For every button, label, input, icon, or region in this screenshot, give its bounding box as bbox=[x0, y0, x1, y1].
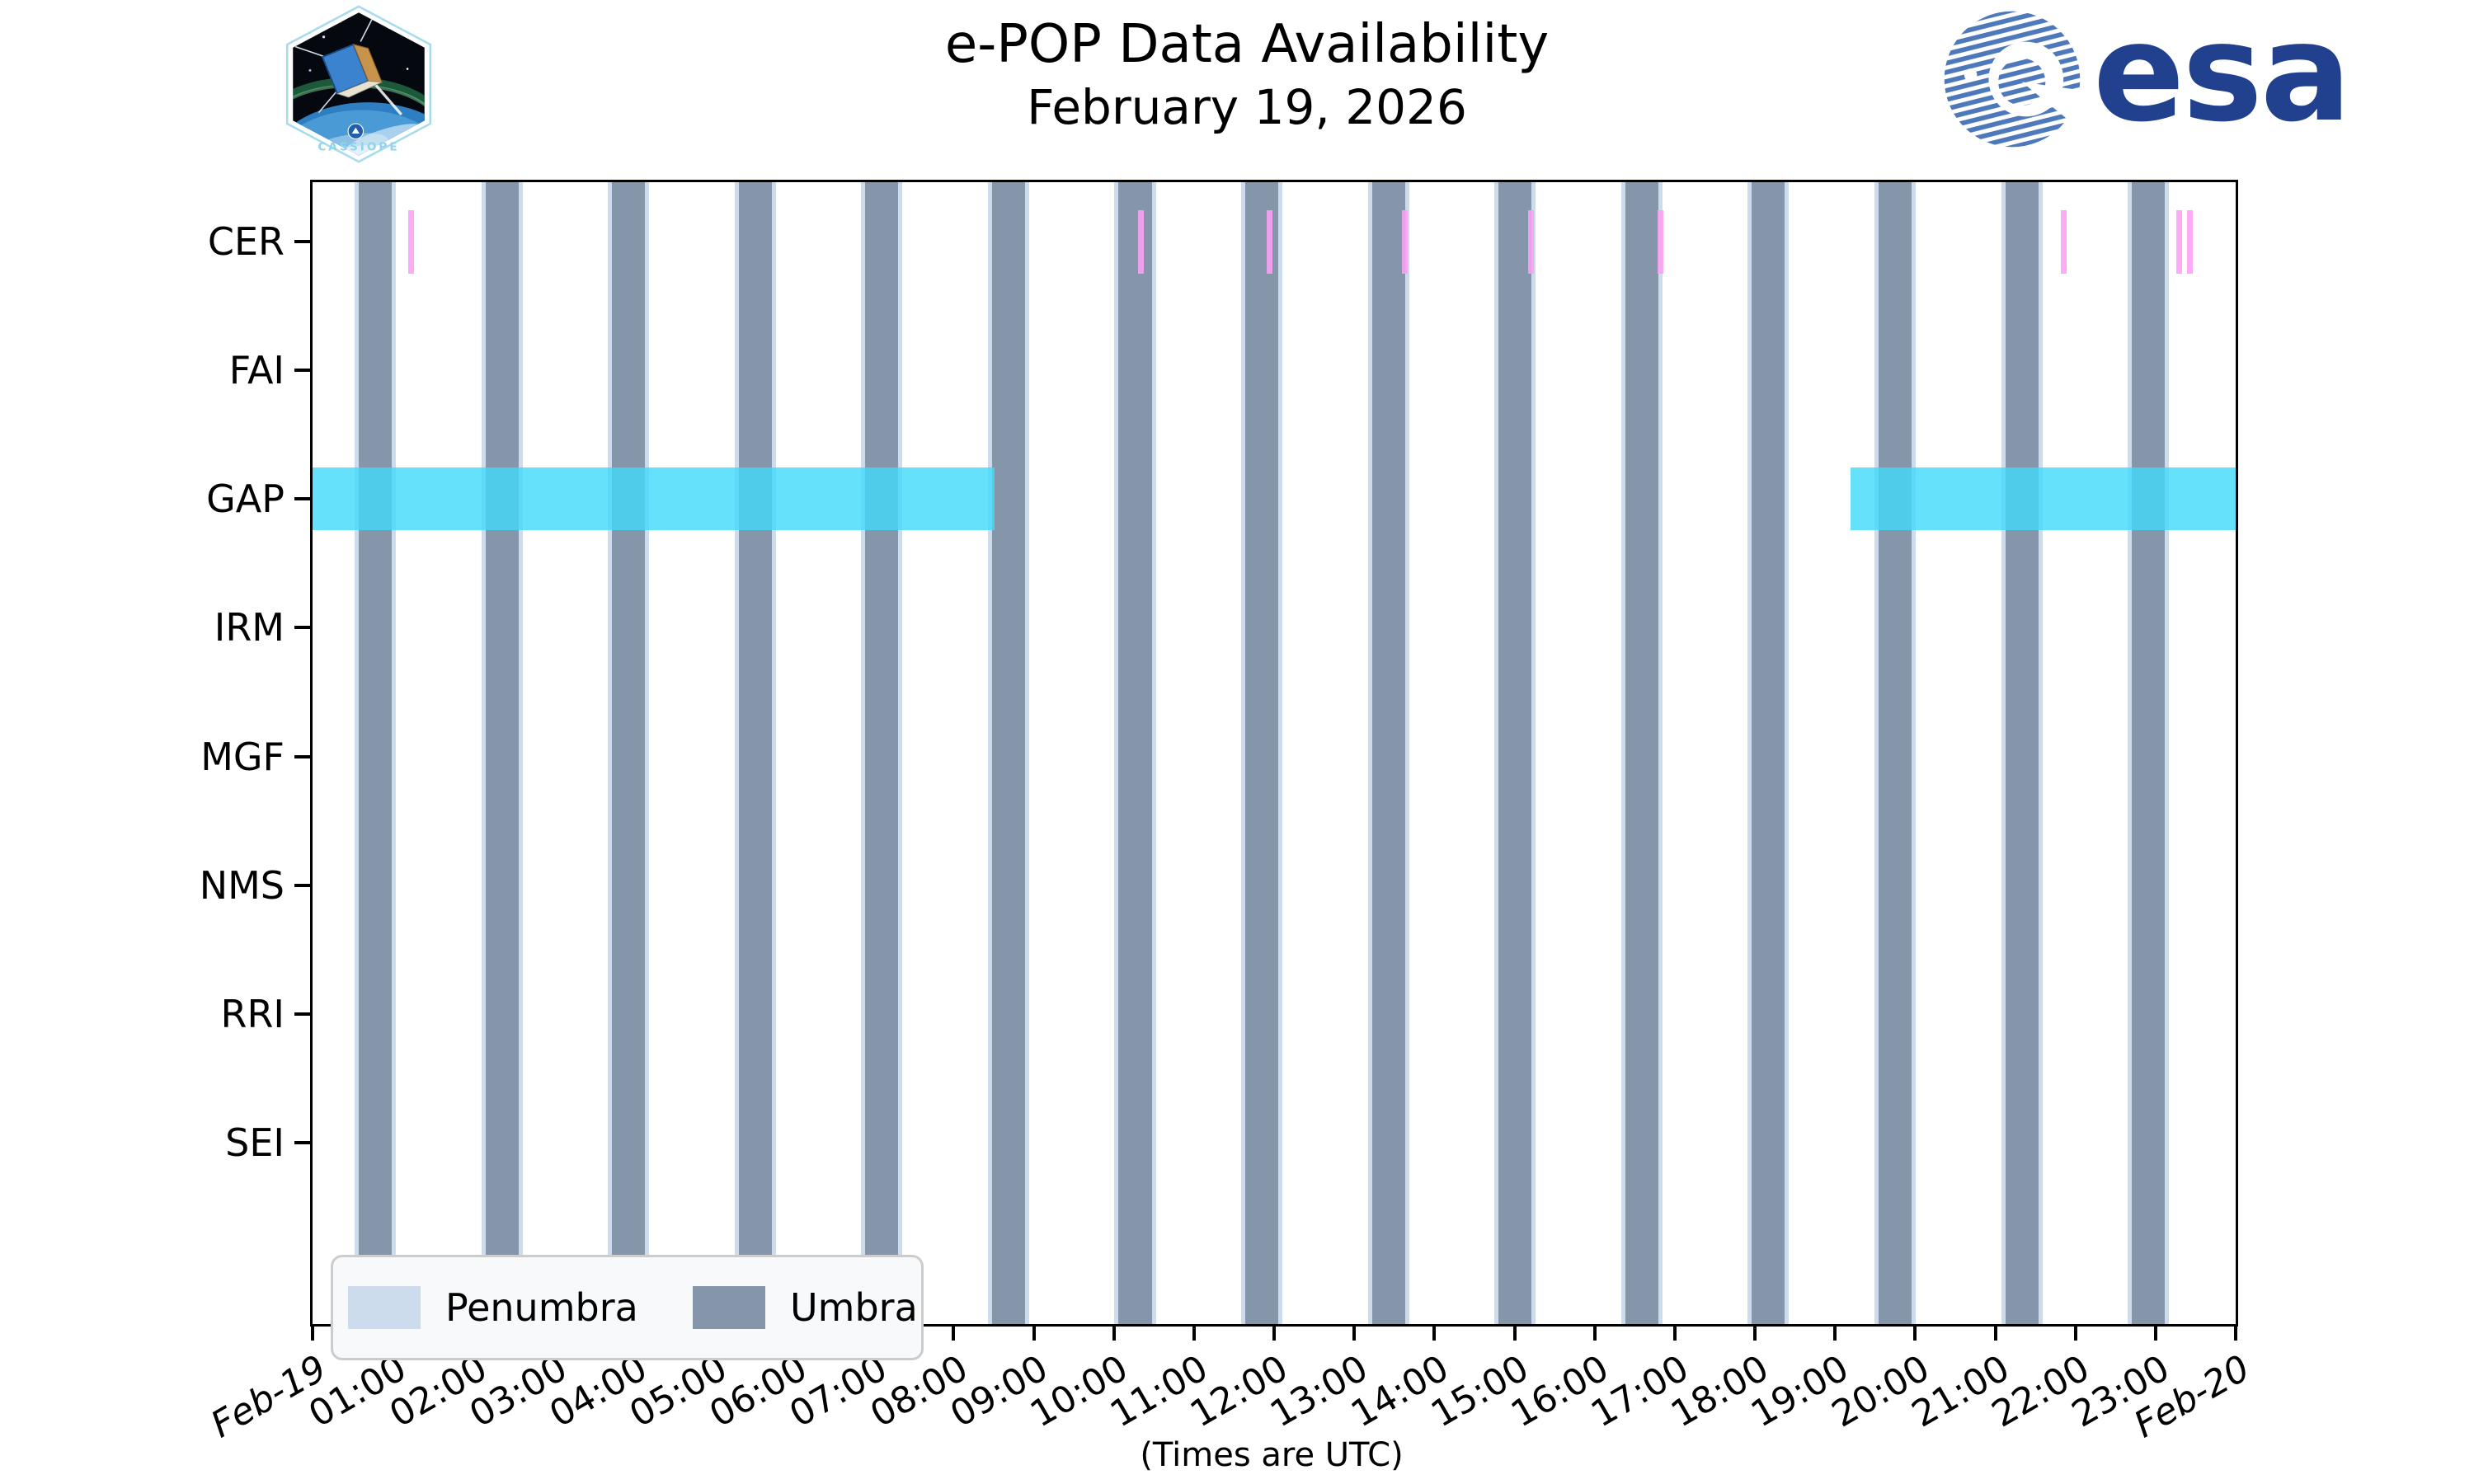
umbra-bar bbox=[1245, 182, 1279, 1324]
cer-event-mark bbox=[1528, 209, 1535, 274]
x-tick bbox=[1672, 1324, 1677, 1341]
legend: Penumbra Umbra bbox=[331, 1255, 924, 1360]
gap-availability-bar bbox=[313, 467, 995, 531]
penumbra-legend-swatch bbox=[348, 1286, 421, 1329]
esa-globe-icon bbox=[1944, 11, 2081, 148]
umbra-legend-swatch bbox=[693, 1286, 765, 1329]
penumbra-legend-label: Penumbra bbox=[445, 1285, 638, 1330]
umbra-bar bbox=[991, 182, 1025, 1324]
plot-content bbox=[313, 182, 2236, 1324]
x-tick bbox=[1913, 1324, 1917, 1341]
plot-area: CER FAI GAP IRM MGF NMS RRI SEI Feb-19 01:00 02:0… bbox=[200, 180, 2257, 1446]
umbra-legend-label: Umbra bbox=[790, 1285, 918, 1330]
y-tick bbox=[294, 1012, 313, 1016]
x-tick bbox=[2234, 1324, 2237, 1341]
y-label-rri: RRI bbox=[220, 991, 285, 1036]
y-tick bbox=[294, 754, 313, 758]
y-tick bbox=[294, 883, 313, 887]
chart-title-block: e-POP Data Availability February 19, 202… bbox=[945, 12, 1549, 138]
cer-event-mark bbox=[2176, 209, 2183, 274]
y-label-gap: GAP bbox=[206, 477, 285, 522]
umbra-bar bbox=[865, 182, 899, 1324]
umbra-bar bbox=[1625, 182, 1658, 1324]
cer-event-mark bbox=[1138, 209, 1145, 274]
y-label-fai: FAI bbox=[228, 348, 285, 393]
y-label-nms: NMS bbox=[199, 862, 285, 908]
esa-logo-text: esa bbox=[2093, 0, 2352, 152]
umbra-bar bbox=[2132, 182, 2166, 1324]
x-tick bbox=[1352, 1324, 1357, 1341]
y-tick bbox=[294, 1140, 313, 1144]
cer-event-mark bbox=[1401, 209, 1408, 274]
cer-event-mark bbox=[2060, 209, 2067, 274]
cer-event-mark bbox=[1266, 209, 1272, 274]
x-tick bbox=[311, 1324, 314, 1341]
umbra-bar bbox=[738, 182, 772, 1324]
x-tick bbox=[2153, 1324, 2157, 1341]
x-tick bbox=[1592, 1324, 1597, 1341]
cer-event-mark bbox=[1657, 209, 1663, 274]
cassiope-patch-label: CASSIOPE bbox=[317, 140, 399, 153]
x-tick bbox=[1753, 1324, 1757, 1341]
umbra-bar bbox=[1498, 182, 1532, 1324]
x-tick bbox=[1512, 1324, 1517, 1341]
umbra-bar bbox=[2005, 182, 2039, 1324]
umbra-bar bbox=[358, 182, 392, 1324]
umbra-bar bbox=[1371, 182, 1405, 1324]
chart-title: e-POP Data Availability bbox=[944, 14, 1550, 75]
umbra-bar bbox=[1879, 182, 1912, 1324]
y-tick bbox=[294, 497, 313, 501]
y-tick bbox=[294, 240, 313, 243]
x-tick bbox=[1993, 1324, 1997, 1341]
y-label-irm: IRM bbox=[214, 605, 285, 650]
umbra-bar bbox=[485, 182, 519, 1324]
x-tick bbox=[1192, 1324, 1196, 1341]
gap-availability-bar bbox=[1850, 467, 2236, 531]
cer-event-mark bbox=[408, 209, 414, 274]
y-label-cer: CER bbox=[207, 219, 285, 264]
chart-subtitle-date: February 19, 2026 bbox=[1027, 79, 1467, 135]
umbra-bar bbox=[612, 182, 646, 1324]
y-label-sei: SEI bbox=[225, 1120, 285, 1165]
umbra-bar bbox=[1752, 182, 1785, 1324]
umbra-bar bbox=[1118, 182, 1152, 1324]
x-tick bbox=[952, 1324, 956, 1341]
y-tick bbox=[294, 369, 313, 373]
cassiope-mission-patch-icon: CASSIOPE bbox=[285, 5, 432, 163]
x-tick bbox=[2073, 1324, 2077, 1341]
x-axis-note: (Times are UTC) bbox=[1140, 1436, 1404, 1474]
x-tick bbox=[1833, 1324, 1837, 1341]
cer-event-mark bbox=[2187, 209, 2194, 274]
x-tick bbox=[1032, 1324, 1036, 1341]
y-label-mgf: MGF bbox=[200, 734, 285, 779]
x-tick bbox=[1112, 1324, 1116, 1341]
x-tick bbox=[1432, 1324, 1437, 1341]
y-tick bbox=[294, 626, 313, 630]
esa-logo: esa bbox=[1943, 6, 2352, 148]
x-tick bbox=[1272, 1324, 1276, 1341]
